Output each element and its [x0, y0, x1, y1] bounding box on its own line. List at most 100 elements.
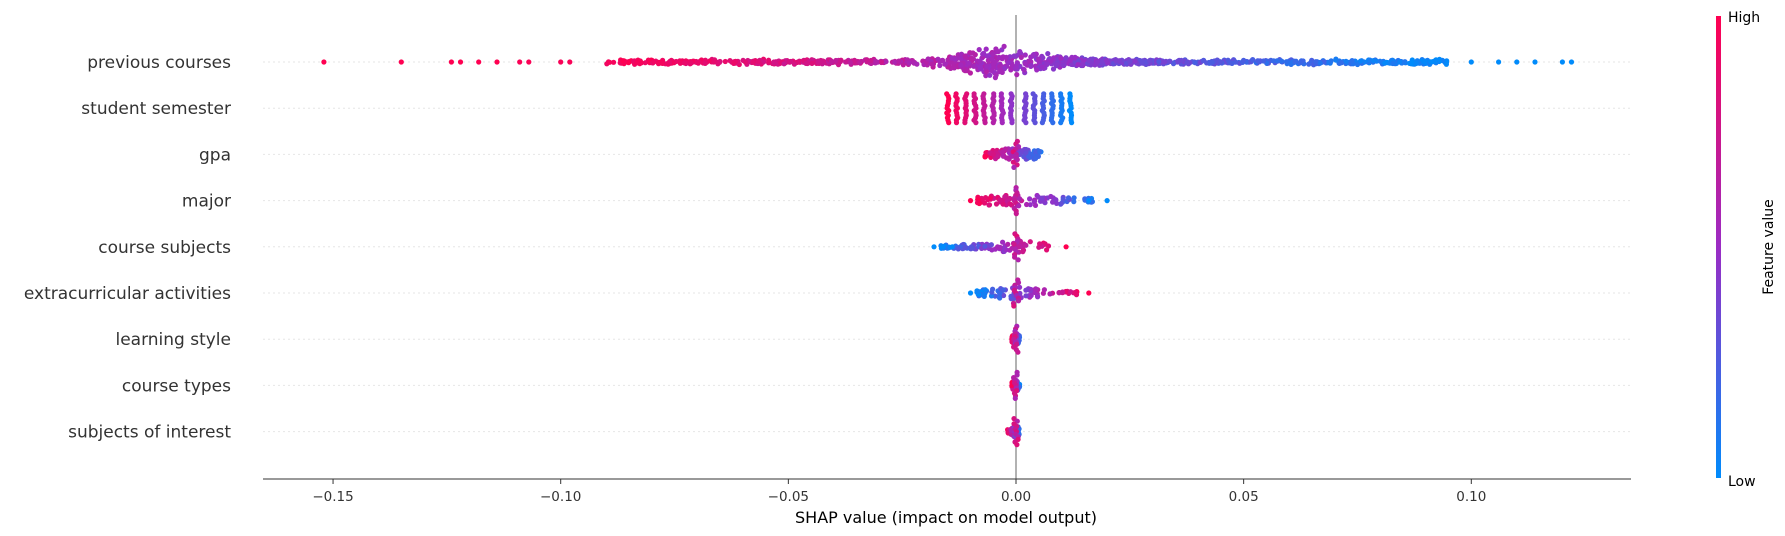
data-point	[1011, 303, 1017, 309]
data-point	[1127, 58, 1133, 64]
data-point	[1075, 58, 1081, 64]
data-point	[1354, 61, 1361, 68]
data-point	[872, 58, 879, 64]
feature-label: learning style	[115, 330, 231, 350]
data-point	[992, 75, 999, 81]
data-point	[1034, 67, 1040, 73]
data-point	[1053, 197, 1059, 203]
data-point	[1003, 155, 1010, 161]
data-point	[990, 51, 996, 57]
data-point	[1071, 199, 1077, 205]
data-point	[1343, 58, 1349, 64]
data-point	[731, 60, 737, 66]
data-point	[1058, 120, 1064, 126]
data-point	[892, 59, 898, 65]
data-point	[982, 120, 988, 126]
data-point	[1001, 66, 1008, 72]
data-point	[1292, 58, 1298, 65]
data-point	[1047, 291, 1053, 297]
data-point	[900, 62, 906, 68]
data-point	[1044, 247, 1050, 253]
x-tick-label: −0.15	[312, 489, 353, 505]
data-point	[1001, 292, 1007, 299]
data-point	[967, 290, 974, 296]
data-point	[1067, 57, 1073, 64]
data-point	[1054, 61, 1060, 67]
data-point	[1104, 198, 1110, 204]
data-point	[1514, 59, 1520, 65]
data-point	[1086, 198, 1092, 204]
data-point	[1020, 249, 1026, 255]
data-point	[990, 120, 996, 126]
data-point	[1002, 146, 1009, 152]
feature-label: subjects of interest	[68, 423, 231, 443]
data-point	[847, 59, 853, 66]
data-point	[1072, 54, 1078, 60]
data-point	[997, 244, 1003, 250]
data-point	[935, 56, 941, 62]
data-point	[999, 149, 1005, 155]
data-point	[1059, 289, 1066, 295]
data-point	[681, 60, 688, 66]
data-point	[1170, 61, 1177, 67]
data-point	[642, 60, 648, 66]
data-point	[526, 59, 532, 65]
data-point	[1073, 292, 1080, 298]
data-point	[1048, 193, 1054, 200]
colorbar-title: Feature value	[1761, 199, 1777, 295]
data-point	[1027, 239, 1033, 245]
data-point	[1015, 280, 1022, 286]
data-point	[1017, 151, 1023, 157]
data-point	[1227, 60, 1233, 66]
data-point	[1313, 59, 1319, 65]
data-point	[1370, 58, 1376, 64]
data-point	[659, 60, 666, 66]
data-point	[878, 59, 885, 65]
data-point	[766, 57, 772, 63]
data-point	[1432, 59, 1438, 65]
data-point	[958, 56, 964, 62]
data-point	[750, 59, 756, 65]
data-point	[1033, 155, 1039, 161]
x-tick-label: 0.05	[1229, 489, 1259, 505]
data-point	[791, 61, 798, 67]
data-point	[949, 55, 955, 61]
data-point	[1063, 244, 1069, 250]
data-point	[929, 61, 935, 67]
data-point	[1023, 293, 1029, 299]
data-point	[1139, 59, 1145, 65]
data-point	[1532, 59, 1538, 65]
data-point	[1079, 61, 1086, 67]
data-point	[983, 195, 989, 201]
data-point	[1496, 59, 1502, 65]
data-point	[989, 56, 995, 63]
data-point	[1156, 59, 1162, 65]
x-tick-label: −0.05	[768, 489, 809, 505]
data-point	[997, 197, 1003, 203]
data-point	[953, 120, 960, 126]
data-point	[1184, 59, 1190, 65]
data-point	[962, 120, 968, 126]
data-point	[1161, 59, 1167, 65]
data-point	[1271, 58, 1277, 64]
data-point	[1011, 241, 1017, 247]
feature-label: student semester	[81, 99, 231, 119]
data-point	[1013, 211, 1019, 217]
data-point	[990, 286, 996, 292]
data-point	[1033, 286, 1039, 292]
data-point	[727, 58, 733, 64]
data-point	[1065, 195, 1072, 201]
data-point	[958, 62, 964, 68]
data-point	[971, 63, 977, 69]
data-point	[883, 59, 889, 65]
data-point	[457, 59, 464, 65]
data-point	[1167, 58, 1173, 64]
data-point	[771, 60, 777, 66]
data-point	[975, 289, 981, 295]
data-point	[937, 62, 943, 69]
data-point	[1012, 254, 1018, 260]
data-point	[1468, 59, 1474, 65]
data-point	[1377, 58, 1383, 64]
data-point	[517, 59, 523, 65]
